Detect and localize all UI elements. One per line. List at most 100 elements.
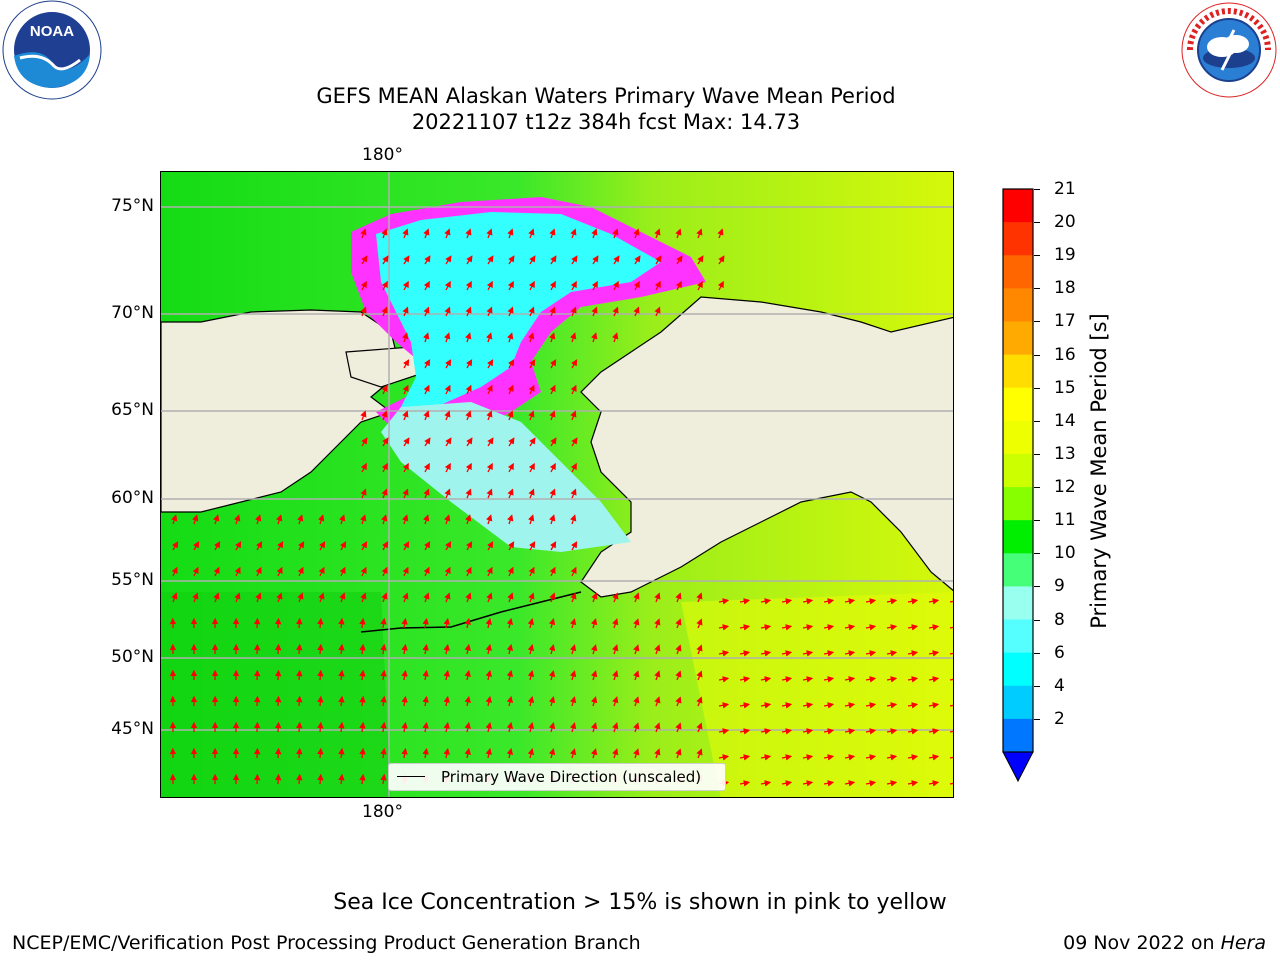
- colorbar-tick-mark: [1034, 255, 1040, 257]
- wave-direction-arrow: [949, 782, 953, 785]
- wave-direction-arrow: [234, 592, 241, 603]
- wave-direction-arrow: [360, 592, 367, 603]
- wave-direction-arrow: [317, 617, 324, 629]
- wave-direction-arrow: [928, 702, 940, 709]
- wave-direction-arrow: [486, 566, 493, 577]
- wave-direction-arrow: [317, 669, 324, 681]
- wave-direction-arrow: [550, 359, 557, 369]
- wave-direction-arrow: [865, 676, 877, 683]
- colorbar-tick-mark: [1034, 189, 1040, 190]
- wave-direction-arrow: [297, 514, 304, 525]
- wave-direction-arrow: [465, 514, 472, 525]
- colorbar-tick-mark: [1034, 222, 1040, 224]
- host-text: Hera: [1220, 932, 1266, 954]
- wave-direction-arrow: [317, 721, 324, 733]
- wave-direction-arrow: [907, 754, 919, 761]
- wave-direction-arrow: [506, 669, 514, 681]
- wave-direction-arrow: [527, 722, 535, 733]
- wave-direction-arrow: [633, 644, 640, 655]
- wave-direction-arrow: [361, 437, 368, 447]
- wave-direction-arrow: [296, 643, 303, 655]
- wave-direction-arrow: [466, 359, 473, 369]
- wave-direction-arrow: [339, 566, 346, 577]
- ocean-dark-green-region: [161, 592, 391, 797]
- wave-direction-arrow: [401, 669, 408, 681]
- wave-direction-arrow: [339, 592, 346, 603]
- wave-direction-arrow: [591, 306, 598, 317]
- wave-direction-arrow: [402, 488, 409, 499]
- wave-direction-arrow: [654, 618, 661, 629]
- wave-direction-arrow: [886, 650, 898, 657]
- wave-direction-arrow: [655, 255, 662, 265]
- wave-direction-arrow: [886, 624, 898, 631]
- wave-direction-arrow: [718, 754, 730, 761]
- wave-direction-arrow: [401, 747, 408, 759]
- wave-direction-arrow: [696, 228, 703, 239]
- wave-direction-arrow: [444, 332, 451, 343]
- wave-direction-arrow: [613, 255, 620, 265]
- wave-direction-arrow: [886, 754, 898, 761]
- wave-direction-arrow: [423, 306, 430, 317]
- wave-direction-arrow: [507, 592, 514, 603]
- wave-direction-arrow: [549, 332, 556, 343]
- wave-direction-arrow: [570, 462, 577, 473]
- wave-direction-arrow: [823, 598, 835, 605]
- wave-direction-arrow: [696, 280, 703, 291]
- wave-direction-arrow: [445, 541, 452, 551]
- wave-direction-arrow: [423, 566, 430, 577]
- wave-direction-arrow: [507, 462, 514, 473]
- colorbar-tick-label: 9: [1054, 576, 1065, 597]
- wave-direction-arrow: [422, 643, 429, 655]
- wave-direction-arrow: [485, 721, 492, 733]
- wave-direction-arrow: [612, 618, 619, 629]
- wave-direction-arrow: [171, 566, 178, 577]
- wave-direction-arrow: [486, 306, 493, 317]
- colorbar-block: [1003, 420, 1033, 455]
- noaa-logo: NOAA: [0, 0, 104, 104]
- plot-title-line1: GEFS MEAN Alaskan Waters Primary Wave Me…: [316, 84, 896, 108]
- wave-direction-arrow: [823, 624, 835, 631]
- date-text: 09 Nov 2022 on: [1063, 932, 1215, 954]
- wave-direction-arrow: [508, 255, 515, 265]
- wave-direction-arrow: [297, 592, 304, 603]
- wave-direction-arrow: [403, 437, 410, 447]
- wave-direction-arrow: [718, 676, 730, 683]
- wave-direction-arrow: [570, 280, 577, 291]
- wave-direction-arrow: [360, 488, 367, 499]
- wave-direction-arrow: [886, 676, 898, 683]
- colorbar-block: [1003, 619, 1033, 654]
- wave-direction-arrow: [255, 592, 262, 603]
- wave-direction-arrow: [550, 255, 557, 265]
- wave-direction-arrow: [612, 280, 619, 291]
- wave-direction-arrow: [338, 695, 345, 707]
- wave-direction-arrow: [570, 488, 577, 499]
- wave-direction-arrow: [675, 748, 682, 759]
- wave-direction-arrow: [381, 462, 388, 473]
- wave-direction-arrow: [422, 747, 429, 759]
- wave-direction-arrow: [633, 306, 640, 317]
- wave-direction-arrow: [380, 773, 387, 785]
- wave-direction-arrow: [317, 747, 324, 759]
- wave-direction-arrow: [886, 598, 898, 605]
- wave-direction-arrow: [423, 488, 430, 499]
- wave-direction-arrow: [675, 228, 682, 239]
- wave-direction-arrow: [298, 541, 305, 551]
- wave-direction-arrow: [823, 728, 835, 735]
- wave-direction-arrow: [696, 748, 703, 759]
- plot-title-line2: 20221107 t12z 384h fcst Max: 14.73: [411, 110, 801, 134]
- wave-direction-arrow: [424, 255, 431, 265]
- wave-direction-arrow: [402, 514, 409, 525]
- wave-direction-arrow: [633, 722, 640, 733]
- colorbar-tick-label: 11: [1054, 510, 1076, 531]
- wave-direction-arrow: [633, 618, 640, 629]
- colorbar-tick-label: 17: [1054, 311, 1076, 332]
- wave-direction-arrow: [760, 702, 772, 709]
- wave-direction-arrow: [675, 592, 682, 603]
- wave-direction-arrow: [865, 780, 877, 787]
- wave-direction-arrow: [422, 617, 429, 629]
- wave-direction-arrow: [380, 643, 387, 655]
- wave-direction-arrow: [274, 669, 282, 681]
- wave-direction-arrow: [359, 669, 366, 681]
- colorbar-tick-mark: [1034, 553, 1040, 555]
- colorbar-tick-mark: [1034, 453, 1040, 455]
